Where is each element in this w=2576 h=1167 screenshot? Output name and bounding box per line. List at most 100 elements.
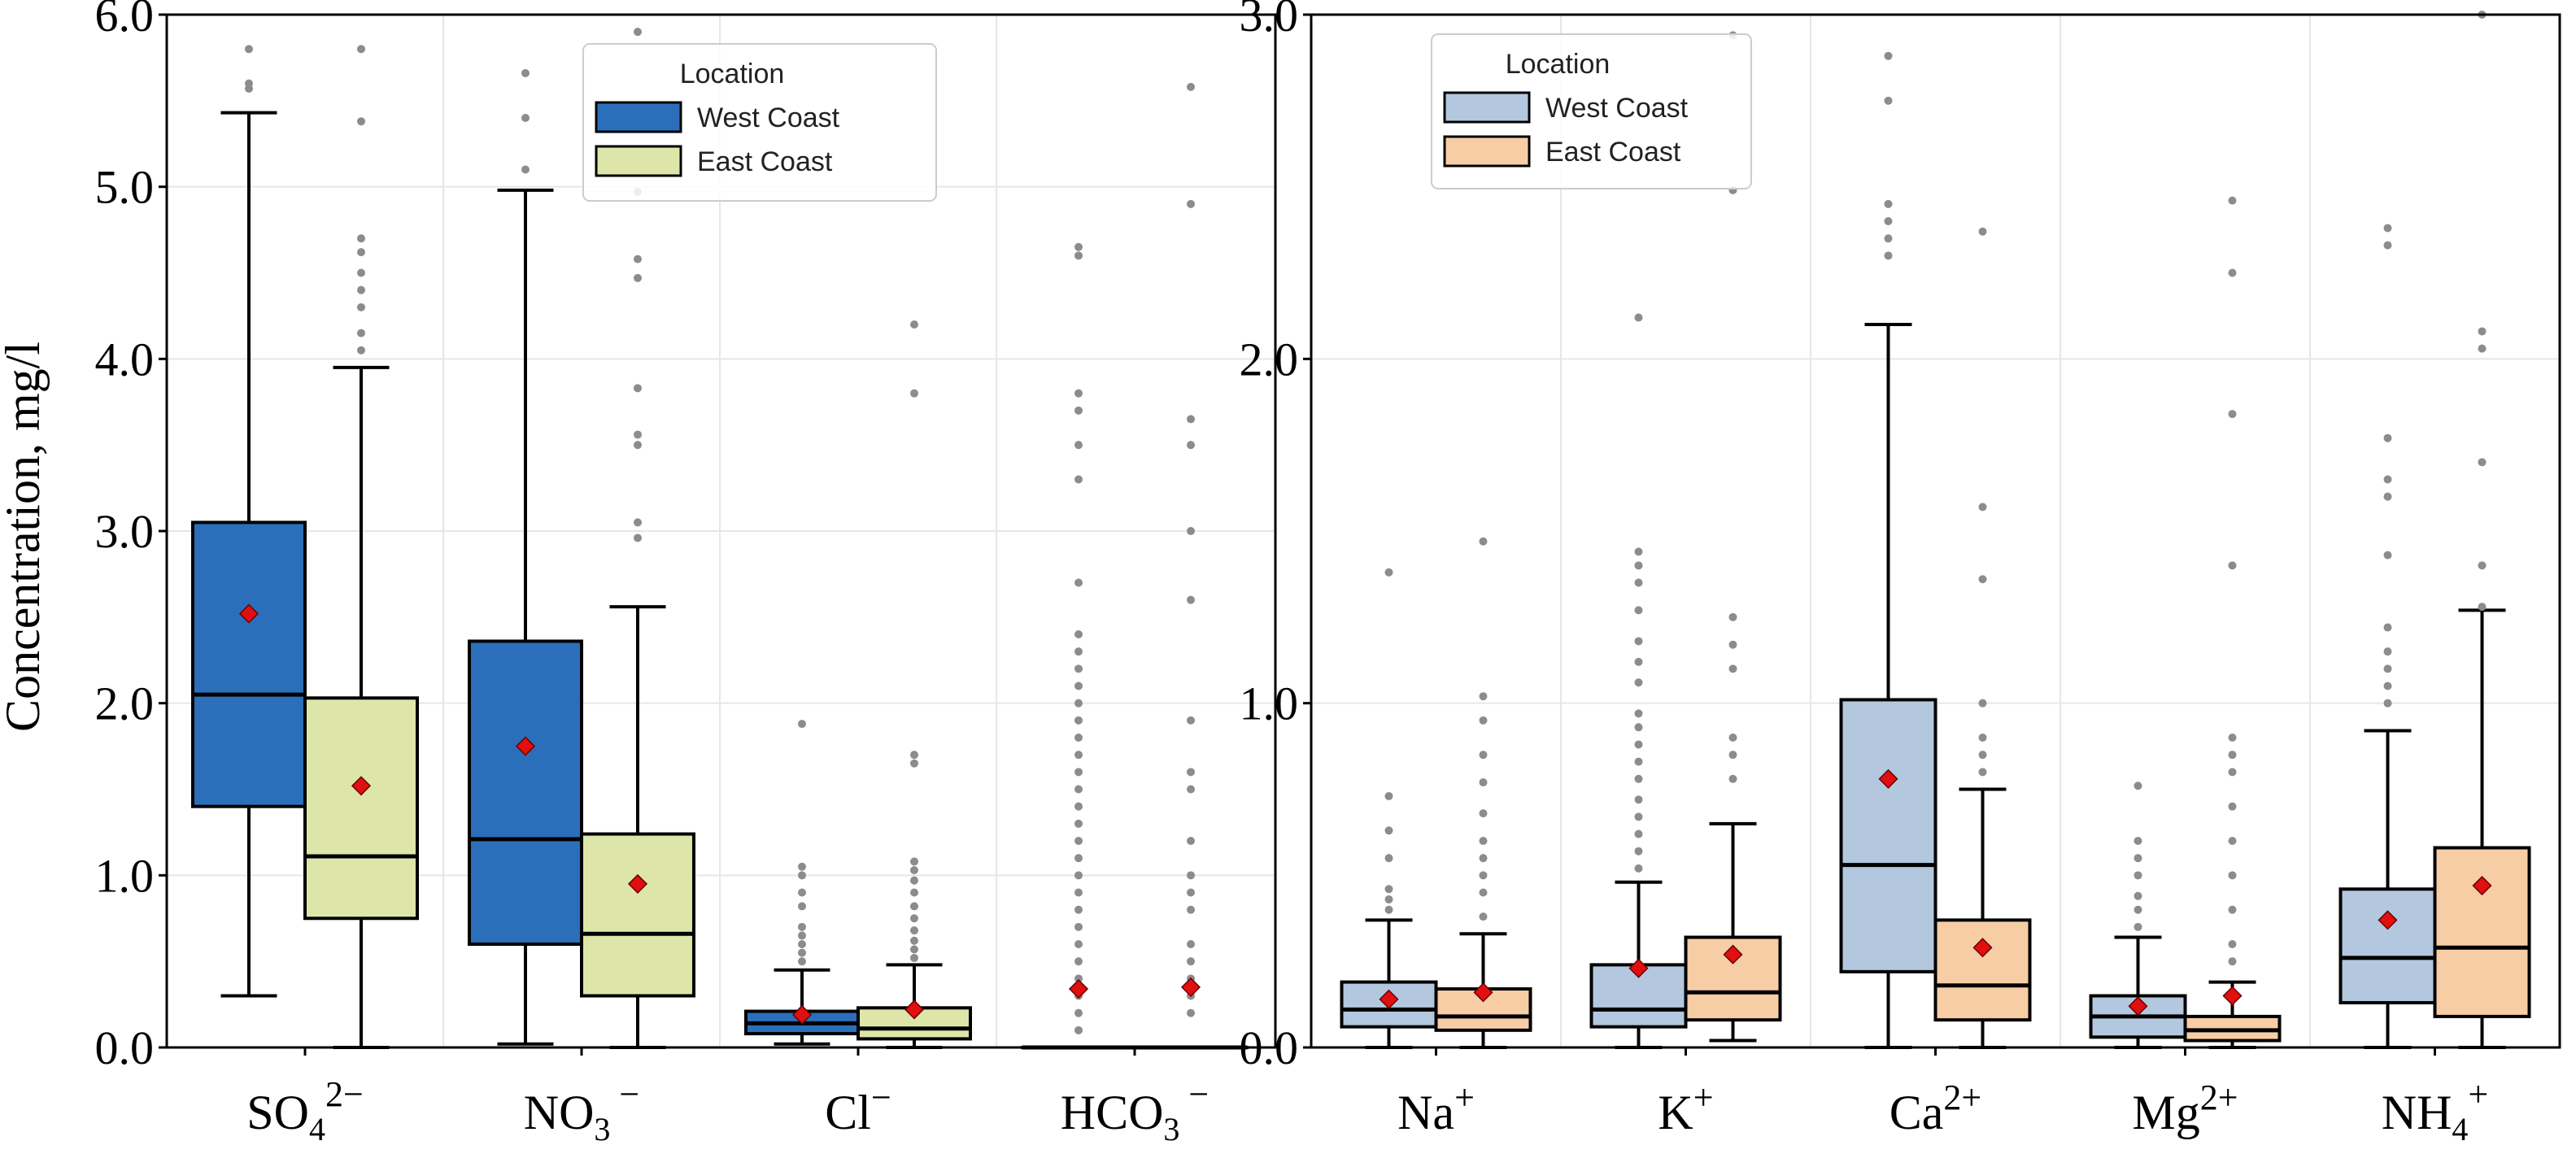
flier-point — [1979, 503, 1987, 511]
flier-point — [798, 863, 806, 871]
flier-point — [1074, 407, 1083, 415]
flier-point — [1385, 885, 1393, 893]
y-axis-label: Concentration, mg/l — [0, 342, 50, 732]
flier-point — [1635, 314, 1643, 322]
x-tick-label: Mg2+ — [2132, 1078, 2238, 1139]
flier-point — [910, 751, 918, 759]
y-tick-label: 2.0 — [95, 677, 155, 730]
box-west-coast — [2341, 889, 2435, 1003]
flier-point — [1187, 716, 1195, 725]
flier-point — [1729, 751, 1737, 759]
flier-point — [357, 117, 365, 125]
flier-point — [798, 902, 806, 910]
flier-point — [1187, 527, 1195, 535]
flier-point — [2134, 906, 2142, 914]
flier-point — [1979, 699, 1987, 708]
flier-point — [1074, 1026, 1083, 1034]
flier-point — [798, 923, 806, 931]
flier-point — [2229, 768, 2237, 776]
flier-point — [1635, 637, 1643, 645]
legend-swatch — [1445, 137, 1529, 166]
flier-point — [1635, 830, 1643, 838]
flier-point — [1187, 415, 1195, 423]
flier-point — [1074, 716, 1083, 725]
flier-point — [1385, 906, 1393, 914]
flier-point — [910, 390, 918, 398]
legend-swatch — [596, 146, 681, 176]
x-tick-label: SO42− — [246, 1074, 364, 1147]
flier-point — [2478, 561, 2487, 569]
box-west-coast — [1842, 699, 1936, 971]
flier-point — [1187, 906, 1195, 914]
flier-point — [1635, 740, 1643, 748]
legend-swatch — [1445, 93, 1529, 122]
flier-point — [2478, 458, 2487, 466]
y-tick-label: 1.0 — [1240, 677, 1299, 730]
mean-marker — [1182, 978, 1200, 996]
flier-point — [2229, 410, 2237, 418]
flier-point — [1979, 228, 1987, 236]
flier-point — [1074, 647, 1083, 655]
flier-point — [1729, 613, 1737, 621]
flier-point — [2384, 647, 2392, 655]
flier-point — [1187, 957, 1195, 965]
flier-point — [1385, 854, 1393, 862]
flier-point — [2384, 493, 2392, 501]
flier-point — [1480, 751, 1488, 759]
flier-point — [2384, 664, 2392, 673]
flier-point — [1074, 820, 1083, 828]
flier-point — [910, 320, 918, 329]
flier-point — [1074, 251, 1083, 259]
flier-point — [1074, 579, 1083, 587]
flier-point — [910, 945, 918, 953]
flier-point — [1729, 734, 1737, 742]
flier-point — [357, 286, 365, 294]
flier-point — [1480, 871, 1488, 879]
flier-point — [634, 518, 642, 526]
flier-point — [2134, 854, 2142, 862]
flier-point — [1885, 97, 1893, 105]
flier-point — [2384, 551, 2392, 560]
box-east-coast — [305, 698, 417, 918]
x-tick-label: Ca2+ — [1890, 1078, 1981, 1139]
flier-point — [2384, 242, 2392, 250]
flier-point — [1385, 895, 1393, 904]
flier-point — [357, 346, 365, 355]
flier-point — [1635, 795, 1643, 803]
flier-point — [910, 937, 918, 945]
flier-point — [2229, 871, 2237, 879]
flier-point — [1885, 52, 1893, 60]
flier-point — [2229, 561, 2237, 569]
flier-point — [1187, 768, 1195, 776]
flier-point — [1187, 83, 1195, 91]
flier-point — [2384, 699, 2392, 708]
flier-point — [2229, 957, 2237, 965]
flier-point — [2229, 837, 2237, 845]
flier-point — [1979, 751, 1987, 759]
mean-marker — [2224, 987, 2242, 1005]
flier-point — [521, 166, 530, 174]
flier-point — [910, 760, 918, 768]
x-tick-label: Na+ — [1397, 1078, 1475, 1139]
flier-point — [910, 954, 918, 962]
flier-point — [1074, 854, 1083, 862]
flier-point — [798, 871, 806, 879]
flier-point — [245, 45, 253, 53]
y-tick-label: 3.0 — [1240, 0, 1299, 41]
flier-point — [1635, 547, 1643, 555]
flier-point — [2229, 751, 2237, 759]
flier-point — [1074, 699, 1083, 708]
flier-point — [1187, 441, 1195, 449]
flier-point — [634, 533, 642, 542]
flier-point — [1729, 641, 1737, 649]
flier-point — [1074, 476, 1083, 484]
y-tick-label: 3.0 — [95, 505, 155, 558]
flier-point — [2384, 434, 2392, 442]
flier-point — [1074, 786, 1083, 794]
flier-point — [245, 80, 253, 88]
box-west-coast — [193, 522, 305, 806]
flier-point — [1635, 812, 1643, 821]
flier-point — [1635, 709, 1643, 717]
